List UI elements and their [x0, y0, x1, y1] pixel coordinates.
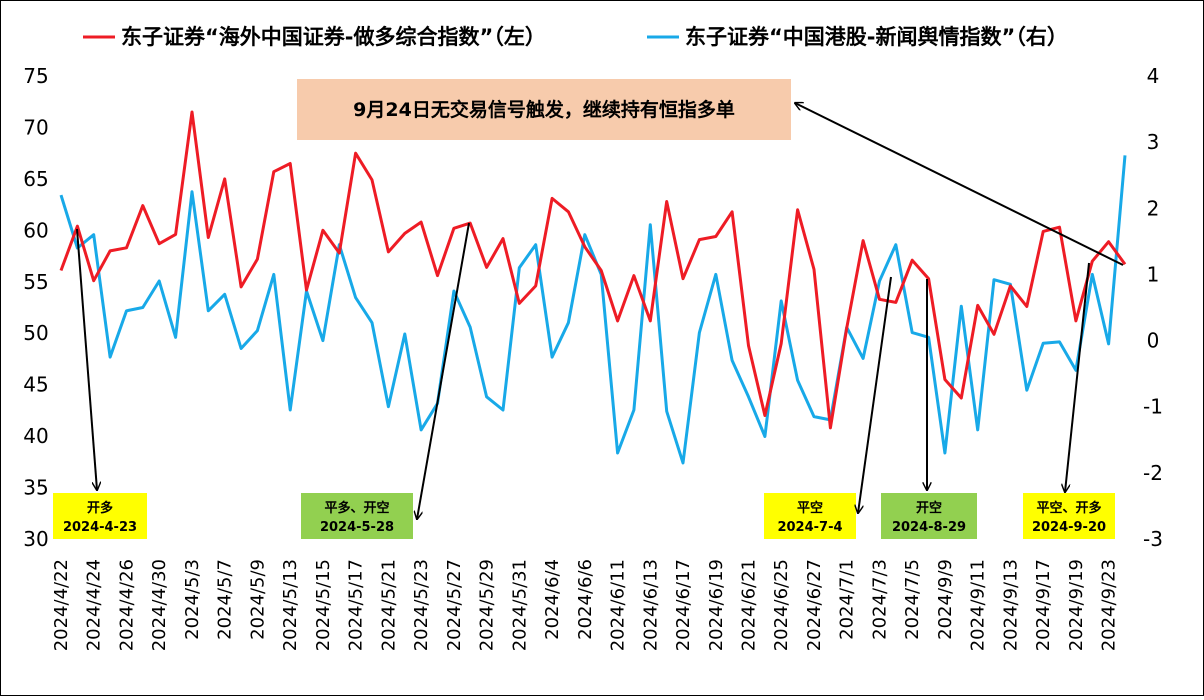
x-axis: 2024/4/22 2024/4/24 2024/4/26 2024/4/30 2024… — [51, 559, 1120, 651]
callout-arrow — [795, 103, 1124, 266]
x-tick-label: 2024/5/21 — [378, 559, 399, 651]
y-left-tick-label: 75 — [23, 64, 48, 88]
x-tick-label: 2024/4/24 — [84, 559, 105, 651]
signal-annotation: 平空 2024-7-4 — [764, 276, 892, 539]
x-tick-label: 2024/9/11 — [968, 559, 989, 651]
x-tick-label: 2024/5/17 — [346, 559, 367, 651]
signal-action-4: 开空 — [916, 500, 942, 516]
y-left-tick-label: 65 — [23, 167, 48, 191]
signal-action-2: 平多、开空 — [324, 500, 389, 516]
x-tick-label: 2024/4/22 — [51, 559, 72, 651]
y-left-tick-label: 60 — [23, 218, 48, 242]
signal-date-3: 2024-7-4 — [777, 520, 842, 535]
callout-box — [297, 79, 791, 140]
y-right-tick-label: 2 — [1147, 196, 1160, 220]
y-right-tick-label: 1 — [1147, 262, 1160, 286]
series-line-long-composite — [59, 110, 1127, 430]
signal-date-2: 2024-5-28 — [320, 520, 394, 535]
x-tick-label: 2024/7/3 — [869, 559, 890, 640]
signal-date-4: 2024-8-29 — [892, 520, 966, 535]
legend-label-left-series: 东子证券“海外中国证券-做多综合指数”（左） — [121, 25, 546, 49]
x-tick-label: 2024/6/21 — [739, 559, 760, 651]
legend-label-right-series: 东子证券“中国港股-新闻舆情指数”（右） — [685, 25, 1068, 49]
signal-arrow-1 — [76, 228, 97, 490]
x-tick-label: 2024/5/13 — [280, 559, 301, 651]
signal-action-1: 开多 — [87, 500, 113, 516]
signal-action-3: 平空 — [797, 500, 823, 516]
signal-action-5: 平空、开多 — [1036, 500, 1101, 516]
signal-box-4 — [881, 493, 977, 539]
x-tick-label: 2024/6/27 — [804, 559, 825, 651]
y-right-tick-label: 4 — [1147, 64, 1160, 88]
signal-box-2 — [301, 493, 413, 539]
series-line-news-sentiment — [59, 155, 1127, 465]
y-left-tick-label: 40 — [23, 424, 48, 448]
x-tick-label: 2024/7/5 — [902, 559, 923, 640]
signal-arrow-2 — [417, 222, 470, 519]
x-tick-label: 2024/5/23 — [411, 559, 432, 651]
x-tick-label: 2024/9/9 — [935, 559, 956, 640]
x-tick-label: 2024/5/9 — [247, 559, 268, 640]
y-axis-right: -3 -2 -1 0 1 2 3 4 — [1143, 64, 1163, 551]
y-right-tick-label: -3 — [1143, 527, 1163, 551]
signal-date-5: 2024-9-20 — [1032, 520, 1106, 535]
x-tick-label: 2024/5/27 — [444, 559, 465, 651]
legend: 东子证券“海外中国证券-做多综合指数”（左） 东子证券“中国港股-新闻舆情指数”… — [83, 25, 1068, 49]
x-tick-label: 2024/5/29 — [477, 559, 498, 651]
x-tick-label: 2024/4/26 — [116, 559, 137, 651]
signal-annotation: 开多 2024-4-23 — [53, 228, 147, 539]
x-tick-label: 2024/5/15 — [313, 559, 334, 651]
y-left-tick-label: 30 — [23, 527, 48, 551]
y-left-tick-label: 35 — [23, 476, 48, 500]
signal-date-1: 2024-4-23 — [63, 520, 137, 535]
callout: 9月24日无交易信号触发，继续持有恒指多单 — [297, 79, 1124, 266]
x-tick-label: 2024/4/30 — [149, 559, 170, 651]
x-tick-label: 2024/5/31 — [509, 559, 530, 651]
signal-box-5 — [1023, 493, 1115, 539]
x-tick-label: 2024/9/19 — [1066, 559, 1087, 651]
y-right-tick-label: 0 — [1147, 329, 1160, 353]
x-tick-label: 2024/5/7 — [215, 559, 236, 640]
y-right-tick-label: -2 — [1143, 461, 1163, 485]
y-left-tick-label: 55 — [23, 270, 48, 294]
x-tick-label: 2024/6/25 — [771, 559, 792, 651]
signal-annotation: 开空 2024-8-29 — [881, 279, 977, 539]
y-left-tick-label: 45 — [23, 373, 48, 397]
signal-arrow-5 — [1065, 262, 1090, 492]
x-tick-label: 2024/9/23 — [1099, 559, 1120, 651]
x-tick-label: 2024/6/6 — [575, 559, 596, 640]
x-tick-label: 2024/9/17 — [1033, 559, 1054, 651]
x-tick-label: 2024/6/13 — [640, 559, 661, 651]
y-axis-left: 30 35 40 45 50 55 60 65 70 75 — [23, 64, 48, 551]
signal-box-3 — [764, 493, 856, 539]
x-tick-label: 2024/6/19 — [706, 559, 727, 651]
signal-box-1 — [53, 493, 147, 539]
signal-annotation: 平多、开空 2024-5-28 — [301, 222, 470, 539]
signal-annotation: 平空、开多 2024-9-20 — [1023, 262, 1115, 539]
x-tick-label: 2024/5/3 — [182, 559, 203, 640]
x-tick-label: 2024/6/4 — [542, 559, 563, 640]
y-left-tick-label: 70 — [23, 115, 48, 139]
x-tick-label: 2024/6/11 — [608, 559, 629, 651]
callout-text: 9月24日无交易信号触发，继续持有恒指多单 — [353, 98, 735, 121]
x-tick-label: 2024/6/17 — [673, 559, 694, 651]
y-right-tick-label: 3 — [1147, 130, 1160, 154]
x-tick-label: 2024/7/1 — [837, 559, 858, 640]
signal-arrow-3 — [858, 276, 892, 513]
y-right-tick-label: -1 — [1143, 395, 1163, 419]
x-tick-label: 2024/9/13 — [1000, 559, 1021, 651]
y-left-tick-label: 50 — [23, 321, 48, 345]
